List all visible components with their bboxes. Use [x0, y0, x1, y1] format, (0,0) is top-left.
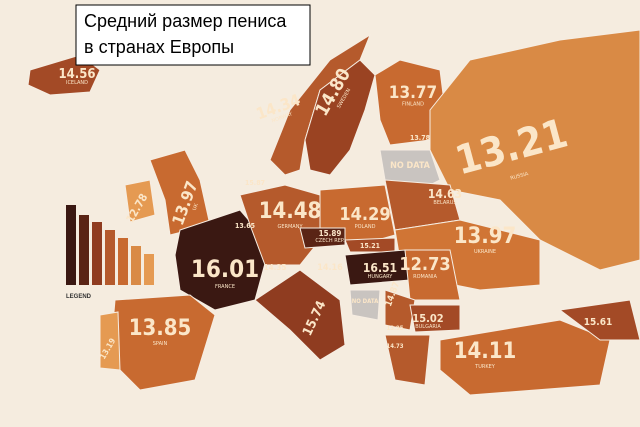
- country-value: 14.35: [264, 263, 287, 272]
- country-name: RUSSIA: [510, 171, 530, 182]
- country-value: 14.11: [454, 339, 517, 364]
- country-name: BELARUS: [433, 200, 456, 206]
- no-data-balkans: [349, 289, 381, 321]
- country-name: UKRAINE: [474, 249, 496, 255]
- country-name: FINLAND: [402, 102, 424, 108]
- country-value: 13.95: [386, 325, 403, 332]
- country-value: 14.73: [386, 343, 403, 350]
- ireland: [124, 179, 156, 223]
- country-name: ICELAND: [66, 80, 88, 86]
- legend-title: LEGEND: [66, 294, 92, 300]
- legend-swatch: [131, 246, 141, 285]
- country-name: POLAND: [355, 224, 376, 230]
- legend: LEGEND: [66, 205, 154, 300]
- legend-swatch: [144, 254, 154, 285]
- country-name: TURKEY: [474, 364, 496, 370]
- country-value: 13.78: [410, 134, 430, 142]
- romania: [404, 249, 461, 301]
- country-value: 15.61: [584, 317, 612, 328]
- serbia: [384, 289, 416, 331]
- greece: [384, 334, 431, 386]
- country-value: 16.01: [191, 255, 259, 283]
- country-name: SPAIN: [153, 341, 168, 347]
- sweden: [304, 59, 376, 176]
- country-value: 14.63: [428, 187, 462, 201]
- country-name: HUNGARY: [368, 274, 394, 280]
- country-value: 12.73: [399, 254, 450, 275]
- turkey: [439, 319, 611, 396]
- country-value: 13.77: [389, 83, 437, 103]
- czech: [299, 227, 346, 249]
- no-data-label: NO DATA: [390, 161, 431, 171]
- country-value: 13.65: [235, 222, 255, 230]
- georgia: [558, 299, 640, 341]
- country-value: 14.56: [59, 67, 96, 82]
- germany: [239, 184, 321, 266]
- country-name: CZECH REP.: [315, 238, 345, 244]
- country-value: 14.16: [317, 263, 343, 273]
- country-name: ROMANIA: [413, 274, 437, 280]
- no-data-label: NO DATA: [352, 298, 379, 305]
- country-value: 15.89: [319, 229, 342, 238]
- country-value: 15.21: [360, 242, 380, 250]
- title-line: Средний размер пениса: [84, 11, 287, 31]
- country-name: UK: [192, 202, 200, 211]
- legend-swatch: [92, 222, 102, 285]
- country-name: FRANCE: [215, 284, 235, 290]
- country-value: 13.85: [129, 316, 192, 341]
- country-value: 14.48: [259, 199, 322, 224]
- countries: [27, 29, 640, 396]
- title-box: [75, 4, 311, 66]
- country-value: 13.97: [454, 224, 517, 249]
- france: [174, 209, 271, 311]
- italy: [254, 269, 346, 361]
- country-name: BULGARIA: [415, 324, 441, 330]
- bulgaria: [409, 304, 461, 333]
- legend-swatch: [66, 205, 76, 285]
- legend-swatch: [105, 230, 115, 285]
- title-line: в странах Европы: [84, 37, 234, 57]
- country-name: GERMANY: [277, 224, 303, 230]
- legend-swatch: [118, 238, 128, 285]
- country-value: 16.51: [363, 261, 397, 275]
- legend-swatch: [79, 215, 89, 285]
- country-value: 14.29: [339, 204, 390, 225]
- russia: [429, 29, 640, 271]
- portugal: [99, 311, 121, 371]
- country-value: 15.87: [245, 179, 265, 187]
- country-value: 15.02: [412, 312, 443, 325]
